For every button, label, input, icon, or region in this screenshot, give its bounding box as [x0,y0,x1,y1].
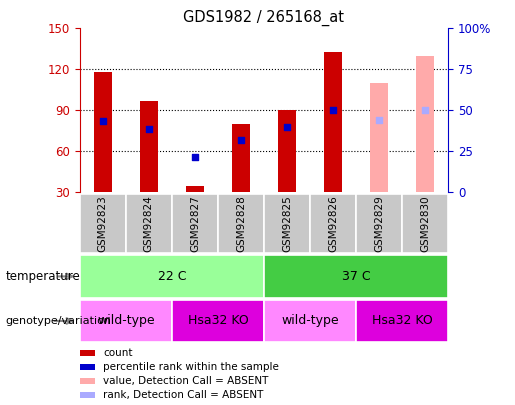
Bar [80,364,95,370]
Bar [310,194,356,253]
Bar [264,194,310,253]
Bar [80,255,264,298]
Text: temperature: temperature [5,270,80,283]
Point [191,153,199,160]
Bar [356,194,402,253]
Text: 37 C: 37 C [341,270,370,283]
Bar [126,194,172,253]
Bar [80,392,95,398]
Title: GDS1982 / 265168_at: GDS1982 / 265168_at [183,9,345,26]
Bar [80,194,126,253]
Bar [264,255,448,298]
Text: GSM92823: GSM92823 [98,195,108,252]
Text: GSM92827: GSM92827 [190,195,200,252]
Text: value, Detection Call = ABSENT: value, Detection Call = ABSENT [103,376,268,386]
Bar [172,300,264,342]
Text: GSM92826: GSM92826 [328,195,338,252]
Text: Hsa32 KO: Hsa32 KO [187,314,248,328]
Text: GSM92825: GSM92825 [282,195,292,252]
Point [99,118,107,124]
Text: GSM92829: GSM92829 [374,195,384,252]
Point [329,107,337,113]
Bar [278,110,296,192]
Bar [80,300,172,342]
Bar [80,378,95,384]
Text: rank, Detection Call = ABSENT: rank, Detection Call = ABSENT [103,390,264,400]
Bar [140,101,158,192]
Bar [402,194,448,253]
Text: count: count [103,348,132,358]
Bar [324,51,342,192]
Bar [264,300,356,342]
Point [283,124,291,130]
Text: wild-type: wild-type [97,314,154,328]
Bar [172,194,218,253]
Point [237,137,245,144]
Bar [370,83,388,192]
Text: wild-type: wild-type [281,314,339,328]
Text: 22 C: 22 C [158,270,186,283]
Point [145,126,153,133]
Text: GSM92828: GSM92828 [236,195,246,252]
Bar [356,300,448,342]
Bar [218,194,264,253]
Text: genotype/variation: genotype/variation [5,316,111,326]
Point [375,117,383,123]
Point [421,107,429,113]
Text: GSM92830: GSM92830 [420,196,430,252]
Bar [94,72,112,192]
Bar [186,185,204,192]
Text: percentile rank within the sample: percentile rank within the sample [103,362,279,372]
Bar [416,55,434,192]
Bar [232,124,250,192]
Text: Hsa32 KO: Hsa32 KO [372,314,433,328]
Text: GSM92824: GSM92824 [144,195,154,252]
Bar [80,350,95,356]
